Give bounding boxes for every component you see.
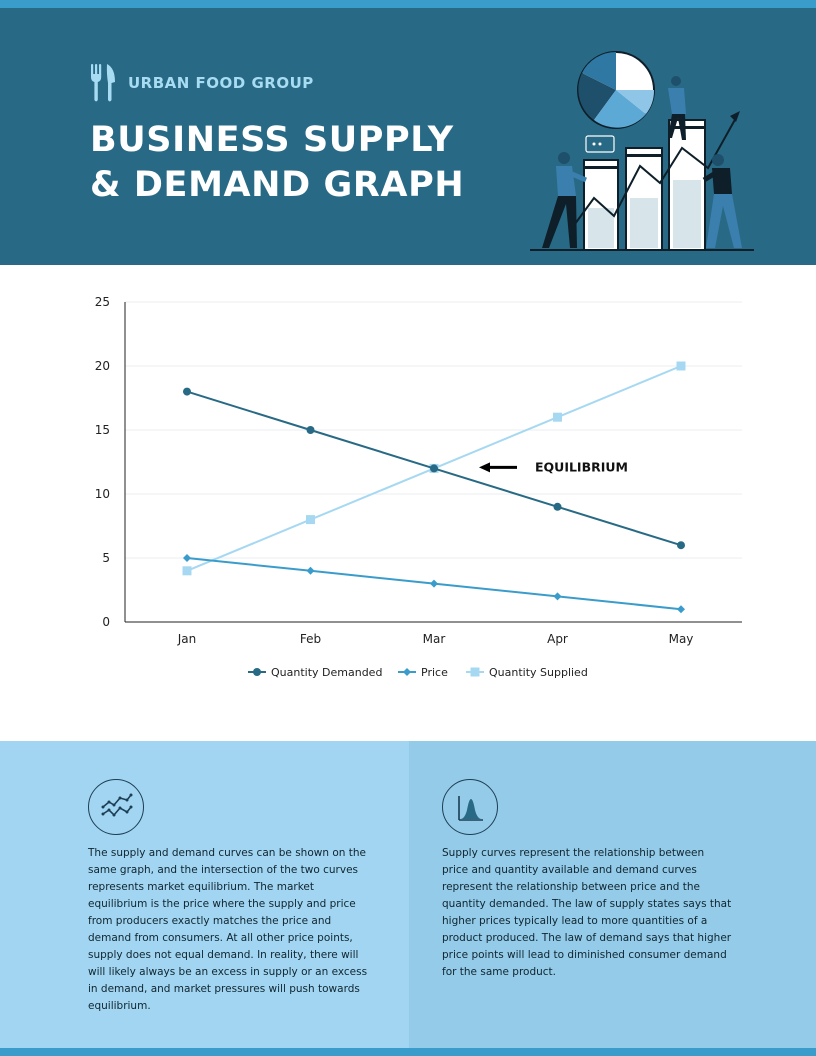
left-description: The supply and demand curves can be show… xyxy=(88,847,368,1012)
business-growth-illustration xyxy=(530,51,754,251)
data-point-quantity-supplied xyxy=(306,515,315,525)
y-tick-label: 15 xyxy=(95,423,110,437)
top-accent-strip xyxy=(0,0,816,8)
data-point-quantity-demanded xyxy=(183,387,191,396)
bottom-accent-strip xyxy=(0,1048,816,1056)
y-tick-label: 0 xyxy=(102,615,110,629)
data-point-quantity-supplied xyxy=(182,566,192,576)
legend-label: Quantity Demanded xyxy=(271,666,382,679)
legend-marker xyxy=(470,667,480,677)
fork-knife-icon xyxy=(91,64,115,102)
legend-label: Price xyxy=(421,666,448,679)
data-point-price xyxy=(553,592,562,601)
brand: URBAN FOOD GROUP xyxy=(90,62,314,104)
x-tick-label: Jan xyxy=(177,632,197,646)
right-description: Supply curves represent the relationship… xyxy=(442,847,732,978)
legend-marker xyxy=(403,668,411,676)
y-tick-label: 5 xyxy=(102,551,110,565)
bell-curve-icon xyxy=(442,779,498,835)
legend-item-quantity-demanded: Quantity Demanded xyxy=(248,666,382,679)
trend-lines-icon xyxy=(88,779,144,835)
data-point-quantity-supplied xyxy=(676,361,686,371)
x-tick-label: Feb xyxy=(300,632,321,646)
y-tick-label: 20 xyxy=(95,359,110,373)
brand-name: URBAN FOOD GROUP xyxy=(128,74,314,92)
data-point-price xyxy=(677,605,685,614)
data-point-price xyxy=(306,566,315,575)
x-tick-label: May xyxy=(669,632,694,646)
data-point-price xyxy=(430,579,438,588)
equilibrium-arrow-head xyxy=(479,462,490,473)
line-chart: 0 5 10 15 20 25 Jan Feb Mar Apr May EQUILIBRIUM Quan… xyxy=(95,295,742,679)
data-point-quantity-supplied xyxy=(553,412,562,422)
equilibrium-label: EQUILIBRIUM xyxy=(535,459,628,474)
chart-area: 0 5 10 15 20 25 Jan Feb Mar Apr May EQUILIBRIUM Quan… xyxy=(0,265,816,740)
data-point-quantity-demanded xyxy=(430,464,438,473)
data-point-quantity-demanded xyxy=(677,541,685,550)
legend-item-price: Price xyxy=(398,666,448,679)
title-line-2: & DEMAND GRAPH xyxy=(90,165,465,205)
page-title: BUSINESS SUPPLY & DEMAND GRAPH xyxy=(90,118,510,208)
series-price xyxy=(183,554,685,614)
y-tick-label: 25 xyxy=(95,295,110,309)
title-line-1: BUSINESS SUPPLY xyxy=(90,120,454,160)
legend-item-quantity-supplied: Quantity Supplied xyxy=(466,666,588,679)
series-quantity-demanded xyxy=(183,387,685,550)
header-banner: URBAN FOOD GROUP BUSINESS SUPPLY & DEMAN… xyxy=(0,8,816,265)
legend-label: Quantity Supplied xyxy=(489,666,588,679)
data-point-price xyxy=(183,554,191,562)
data-point-quantity-demanded xyxy=(553,502,562,511)
legend-marker xyxy=(253,668,261,676)
info-panel-right: Supply curves represent the relationship… xyxy=(409,741,816,1048)
x-tick-label: Mar xyxy=(423,632,446,646)
x-tick-label: Apr xyxy=(547,632,568,646)
data-point-quantity-demanded xyxy=(306,426,315,434)
info-panel-left: The supply and demand curves can be show… xyxy=(0,741,409,1048)
y-tick-label: 10 xyxy=(95,487,110,501)
